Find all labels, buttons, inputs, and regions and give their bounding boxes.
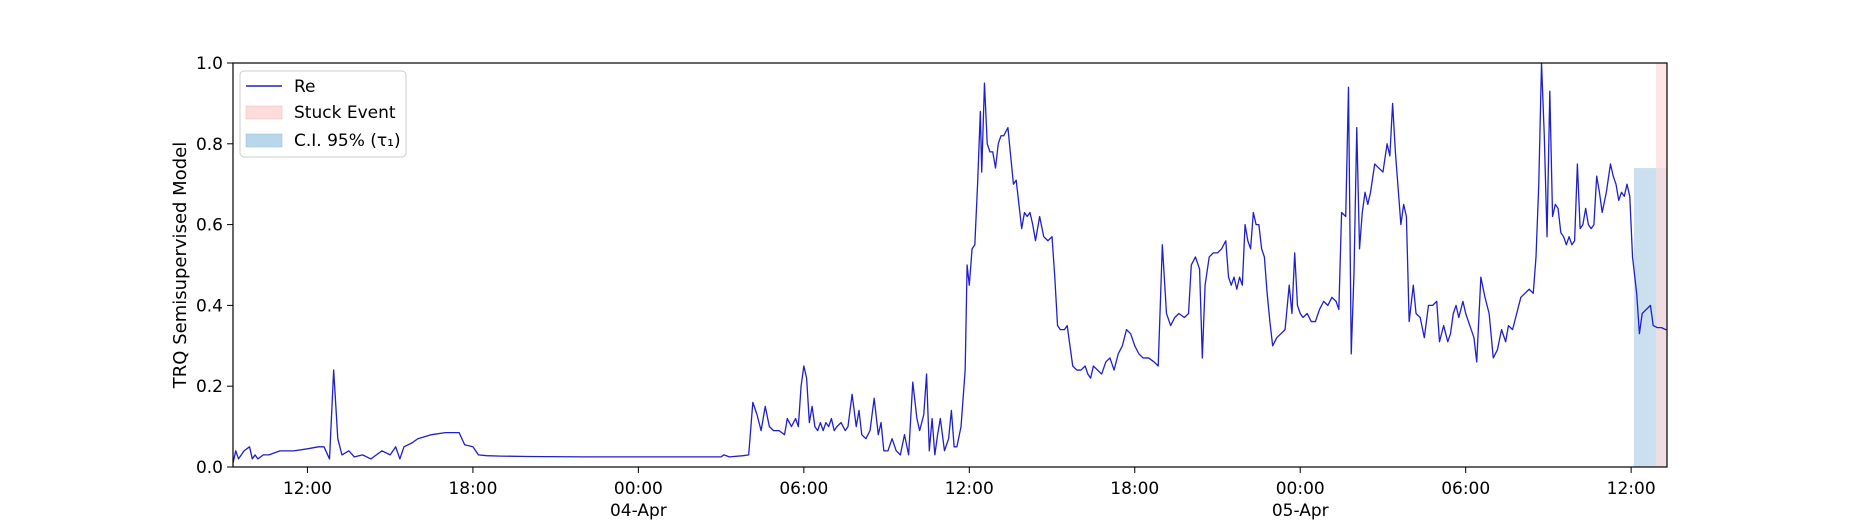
plot-frame — [232, 62, 1668, 468]
legend-swatch-stuck-event — [245, 105, 283, 120]
x-tick-label: 05-Apr — [1272, 501, 1329, 521]
legend-label-stuck-event: Stuck Event — [294, 103, 396, 123]
x-tick-label: 12:00 — [1607, 479, 1656, 499]
y-tick-label: 0.2 — [196, 377, 223, 397]
x-tick-label: 18:00 — [1110, 479, 1159, 499]
x-axis: 12:0018:0000:0004-Apr190006:0012:0018:00… — [283, 467, 1656, 525]
x-tick-label: 04-Apr — [610, 501, 667, 521]
y-tick-label: 0.8 — [196, 135, 223, 155]
series-layer — [233, 62, 1667, 464]
legend: Re Stuck Event C.I. 95% (τ₁) — [239, 70, 407, 158]
stuck-event-band — [1655, 63, 1667, 467]
series-line-0 — [233, 62, 1667, 464]
y-tick-label: 1.0 — [196, 54, 223, 74]
y-tick-label: 0.6 — [196, 216, 223, 236]
x-tick-label: 12:00 — [945, 479, 994, 499]
stuck-event-layer — [1655, 63, 1667, 467]
x-tick-label: 06:00 — [779, 479, 828, 499]
legend-swatch-ci — [245, 133, 283, 148]
y-axis-label: TRQ Semisupervised Model — [170, 142, 191, 389]
y-tick-label: 0.4 — [196, 296, 223, 316]
x-tick-label: 00:00 — [614, 479, 663, 499]
x-tick-label: 1900 — [617, 523, 660, 525]
legend-label-ci: C.I. 95% (τ₁) — [294, 131, 401, 151]
x-tick-label: 00:00 — [1276, 479, 1325, 499]
x-tick-label: 12:00 — [283, 479, 332, 499]
x-tick-label: 18:00 — [448, 479, 497, 499]
legend-label-re: Re — [294, 77, 316, 97]
y-axis: 0.0 0.2 0.4 0.6 0.8 1.0 — [196, 54, 233, 478]
y-tick-label: 0.0 — [196, 458, 223, 478]
x-tick-label: 06:00 — [1441, 479, 1490, 499]
